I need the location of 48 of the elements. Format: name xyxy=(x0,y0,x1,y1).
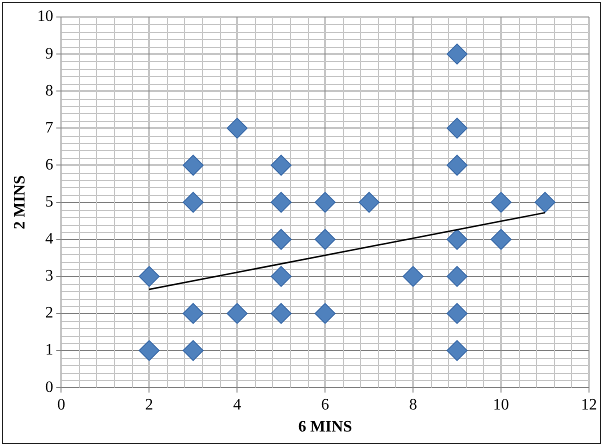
point xyxy=(446,266,468,287)
point xyxy=(446,118,468,139)
y-tick-label: 4 xyxy=(45,230,54,248)
point xyxy=(182,154,204,176)
x-tick-label: 4 xyxy=(233,396,242,414)
point xyxy=(270,192,292,213)
point xyxy=(182,340,204,362)
point xyxy=(446,340,468,362)
y-tick-label: 10 xyxy=(37,8,54,26)
y-tick-label: 5 xyxy=(45,194,54,211)
point xyxy=(314,192,336,213)
point xyxy=(446,228,468,250)
point xyxy=(226,118,248,139)
point xyxy=(270,154,292,176)
y-tick-label: 8 xyxy=(45,82,54,100)
y-tick-label: 6 xyxy=(45,156,54,174)
y-tick-label: 3 xyxy=(45,268,54,285)
point xyxy=(446,302,468,324)
point xyxy=(226,302,248,324)
point xyxy=(314,302,336,324)
y-tick-label: 1 xyxy=(45,342,54,359)
point xyxy=(446,154,468,176)
x-tick-label: 8 xyxy=(409,396,418,414)
y-tick-label: 2 xyxy=(45,304,54,322)
point xyxy=(314,228,336,250)
x-axis-title: 6 MINS xyxy=(298,418,352,436)
point xyxy=(138,266,160,287)
point xyxy=(270,228,292,250)
point xyxy=(446,44,468,65)
point xyxy=(358,192,380,213)
point xyxy=(182,192,204,213)
point xyxy=(138,340,160,362)
y-axis-title: 2 MINS xyxy=(12,175,29,230)
point xyxy=(490,192,512,213)
x-tick-label: 12 xyxy=(581,396,597,414)
point xyxy=(270,266,292,287)
point xyxy=(402,266,424,287)
y-tick-label: 7 xyxy=(45,119,54,136)
x-tick-label: 0 xyxy=(57,396,66,414)
point xyxy=(490,228,512,250)
point xyxy=(182,302,204,324)
point xyxy=(534,192,556,213)
y-tick-label: 9 xyxy=(45,45,54,62)
point xyxy=(270,302,292,324)
x-tick-label: 2 xyxy=(145,396,154,414)
x-tick-label: 10 xyxy=(493,396,510,414)
y-tick-label: 0 xyxy=(45,378,54,396)
x-tick-label: 6 xyxy=(321,396,330,414)
